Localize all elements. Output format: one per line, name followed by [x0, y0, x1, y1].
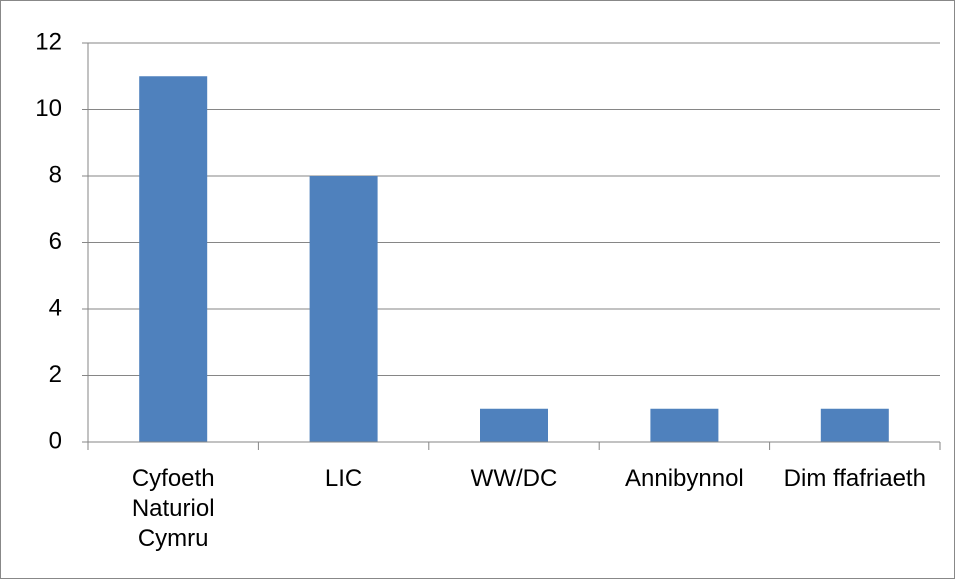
- x-tick-label: LIC: [324, 465, 363, 492]
- y-tick-label: 6: [49, 228, 62, 255]
- x-tick-label: Dim ffafriaeth: [783, 465, 926, 492]
- bar: [650, 408, 719, 442]
- bar: [309, 176, 378, 442]
- x-tick-label: Cyfoeth Naturiol Cymru: [131, 465, 215, 552]
- x-tick-label: Annibynnol: [625, 465, 744, 492]
- y-tick-label: 4: [49, 294, 62, 321]
- y-tick-label: 0: [49, 427, 62, 454]
- y-tick-label: 12: [35, 28, 62, 55]
- y-tick-label: 8: [49, 161, 62, 188]
- bar: [139, 76, 208, 442]
- bar: [820, 408, 889, 442]
- y-tick-label: 10: [35, 95, 62, 122]
- bar: [480, 408, 548, 442]
- y-tick-label: 2: [49, 361, 62, 388]
- x-tick-label: WW/DC: [470, 465, 558, 492]
